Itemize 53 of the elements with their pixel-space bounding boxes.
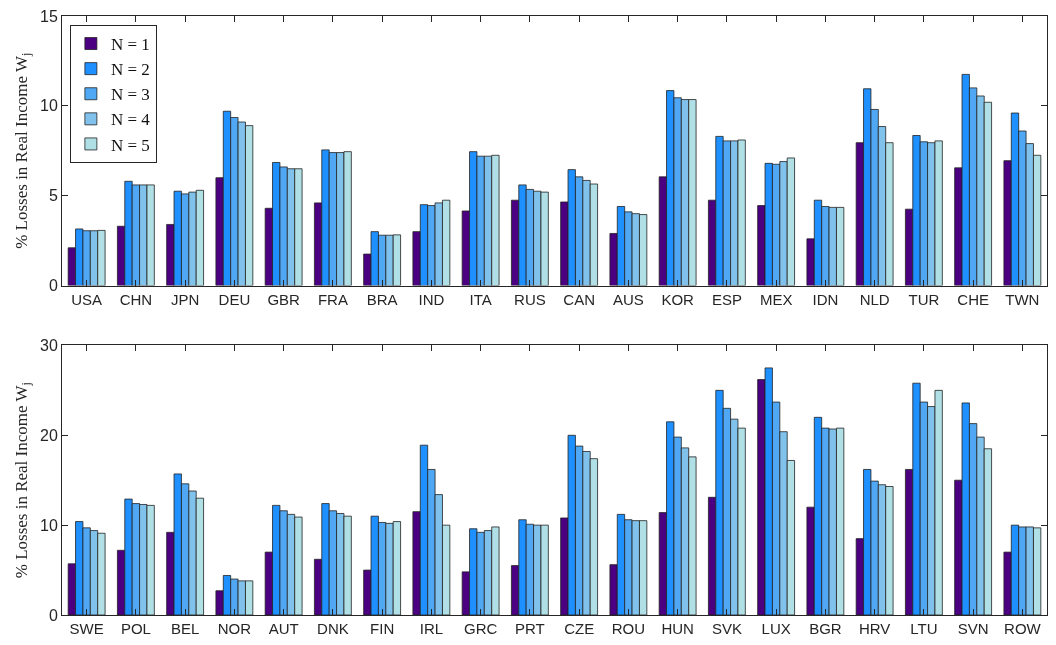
x-tick-label: KOR [661,290,695,308]
x-tick-label: HUN [661,620,694,637]
x-tick-label: SVN [957,620,989,637]
x-tick-label: ROW [1004,620,1042,637]
legend-label: N = 4 [110,110,151,130]
x-tick-label: SWE [69,620,104,637]
y-tick-label: 30 [40,337,58,355]
legend-label: N = 3 [110,85,150,105]
y-tick-label: 10 [40,516,58,534]
x-tick-label: CAN [563,290,595,308]
x-tick-label: BGR [809,620,842,637]
x-tick-label: USA [71,290,103,308]
x-tick-label: RUS [514,290,546,308]
x-tick-label: CHN [119,290,153,308]
x-tick-label: DEU [218,290,251,308]
y-tick-label: 20 [40,426,58,444]
x-tick-label: CZE [564,620,595,637]
x-tick-label: BRA [366,290,398,308]
x-tick-label: ROU [611,620,646,637]
x-tick-label: JPN [170,290,200,308]
y-tick-label: 0 [48,277,58,295]
x-tick-label: TUR [908,290,940,308]
x-tick-label: LTU [910,620,938,637]
x-tick-label: NLD [859,290,890,308]
x-tick-label: SVK [711,620,742,637]
x-tick-label: MEX [759,290,793,308]
x-tick-label: CHE [957,290,989,308]
x-tick-label: TWN [1005,290,1040,308]
x-tick-label: BEL [170,620,200,637]
x-tick-label: POL [120,620,151,637]
legend-label: N = 2 [110,60,150,80]
x-tick-label: IDN [812,290,839,308]
x-tick-label: GBR [267,290,301,308]
x-tick-label: ESP [711,290,742,308]
x-tick-label: IRL [419,620,444,637]
x-tick-label: FRA [317,290,348,308]
x-tick-label: DNK [317,620,349,637]
legend-label: N = 5 [110,135,150,155]
x-tick-label: FIN [370,620,395,637]
x-tick-label: AUT [268,620,299,637]
x-tick-label: NOR [217,620,252,637]
y-tick-label: 10 [40,97,58,115]
x-tick-label: ITA [469,290,492,308]
x-tick-label: PRT [515,620,545,637]
legend-label: N = 1 [110,35,150,55]
x-tick-label: AUS [612,290,644,308]
y-tick-label: 0 [48,606,58,624]
x-tick-label: HRV [858,620,891,637]
x-tick-label: LUX [761,620,791,637]
x-tick-label: IND [418,290,445,308]
y-tick-label: 15 [40,7,58,25]
x-tick-label: GRC [463,620,498,637]
y-tick-label: 5 [48,187,58,205]
